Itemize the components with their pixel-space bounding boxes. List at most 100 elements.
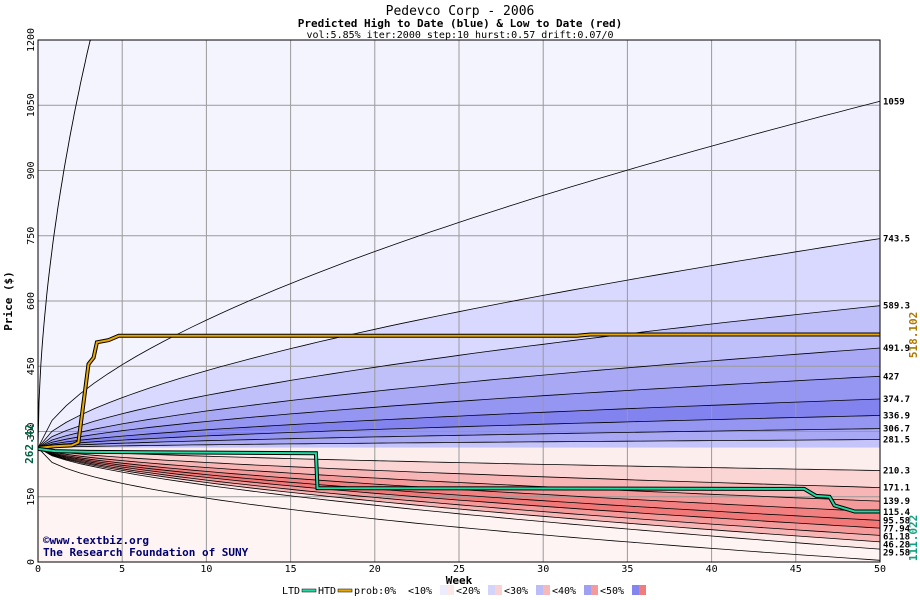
high-quantile-label-4: 427 [883, 372, 899, 382]
high-quantile-label-2: 589.3 [883, 302, 910, 312]
band-outer-low [38, 447, 880, 562]
plot-frame [37, 39, 881, 563]
curve-quantile-4 [37, 375, 881, 449]
htd-line [37, 333, 880, 449]
x-tick-2: 10 [200, 564, 212, 575]
low-quantile-label-3: 115.4 [883, 508, 911, 518]
x-tick-3: 15 [285, 564, 297, 575]
legend-item-3: <40% [552, 586, 576, 597]
legend-swatch-blue-2 [536, 585, 543, 595]
y-tick-8: 1200 [26, 28, 37, 52]
legend-prob-label: prob:0% [354, 586, 396, 597]
curve-quantile-14 [37, 447, 881, 529]
x-axis-label: Week [446, 574, 473, 587]
legend-swatch-blank [396, 585, 406, 595]
curve-quantile-2 [37, 305, 881, 449]
quantile-end-labels: 1059 743.5 589.3 491.9 427 374.7 336.9 306.7281… [883, 97, 911, 558]
y-tick-4: 600 [26, 292, 37, 310]
curve-quantile-13 [37, 447, 881, 521]
low-quantile-label-6: 61.18 [883, 532, 910, 542]
band-outer-high [38, 40, 880, 448]
low-quantile-label-8: 29.58 [883, 548, 910, 558]
x-tick-labels: 0 5 10 15 20 25 30 35 40 45 50 [35, 564, 886, 575]
curve-quantile-9 [37, 447, 881, 471]
band-low-4 [38, 447, 880, 521]
chart-params: vol:5.85% iter:2000 step:10 hurst:0.57 d… [306, 30, 613, 41]
curve-quantile-10 [37, 447, 881, 488]
x-tick-6: 30 [537, 564, 549, 575]
chart-subtitle: Predicted High to Date (blue) & Low to D… [298, 17, 623, 30]
legend-swatch-red-2 [543, 585, 550, 595]
x-tick-8: 40 [706, 564, 718, 575]
low-quantile-label-5: 77.94 [883, 524, 911, 534]
legend-ltd-swatch [301, 588, 317, 593]
curve-quantile-5 [37, 398, 881, 449]
ltd-line [37, 447, 880, 513]
y-tick-6: 900 [26, 161, 37, 179]
curve-quantile-11 [37, 447, 881, 502]
x-tick-10: 50 [874, 564, 886, 575]
high-quantile-label-0: 1059 [883, 97, 905, 107]
y-axis-label: Price ($) [2, 271, 15, 331]
curve-quantile-6 [37, 415, 881, 449]
legend-swatch-blue-0 [440, 585, 447, 595]
x-tick-0: 0 [35, 564, 41, 575]
legend-swatch-blue-3 [584, 585, 591, 595]
curve-quantile-17 [37, 447, 881, 550]
legend: LTD HTD prob:0% <10% <20% <30% <40% <50% [282, 585, 646, 597]
low-quantile-label-4: 95.58 [883, 516, 910, 526]
legend-swatch-red-1 [495, 585, 502, 595]
credit-organization: The Research Foundation of SUNY [43, 546, 249, 559]
low-quantile-label-2: 139.9 [883, 497, 910, 507]
x-tick-9: 45 [790, 564, 802, 575]
curve-extreme-high [37, 39, 97, 448]
curve-quantile-16 [37, 447, 881, 543]
high-quantile-label-3: 491.9 [883, 344, 910, 354]
ltd-final-label: 111.022 [907, 515, 920, 561]
chart-title: Pedevco Corp - 2006 [386, 4, 535, 19]
curve-quantile-7 [37, 428, 881, 449]
legend-item-1: <20% [456, 586, 480, 597]
high-quantile-label-8: 281.5 [883, 436, 910, 446]
low-quantile-label-7: 46.28 [883, 540, 910, 550]
htd-final-label: 518.102 [907, 312, 920, 358]
legend-swatch-blue-1 [488, 585, 495, 595]
low-quantile-label-0: 210.3 [883, 467, 910, 477]
high-quantile-label-6: 336.9 [883, 411, 910, 421]
legend-item-0: <10% [408, 586, 432, 597]
high-quantile-label-1: 743.5 [883, 235, 910, 245]
start-price-label: 262.42 [23, 424, 36, 464]
y-tick-7: 1050 [26, 93, 37, 117]
y-tick-3: 450 [26, 357, 37, 375]
high-quantile-label-5: 374.7 [883, 395, 910, 405]
legend-swatch-red-4 [639, 585, 646, 595]
legend-swatch-blue-4 [632, 585, 639, 595]
legend-item-2: <30% [504, 586, 528, 597]
curve-extreme-low [37, 447, 881, 561]
legend-ltd-label: LTD [282, 586, 300, 597]
series-lines [37, 332, 880, 514]
credit-website: ©www.textbiz.org [43, 534, 149, 547]
y-tick-labels: 0 150 300 450 600 750 900 1050 1200 [26, 28, 37, 565]
x-tick-1: 5 [119, 564, 125, 575]
x-tick-5: 25 [453, 564, 465, 575]
y-tick-5: 750 [26, 227, 37, 245]
band-low-3 [38, 447, 880, 512]
x-tick-4: 20 [369, 564, 381, 575]
high-quantile-label-7: 306.7 [883, 425, 910, 435]
legend-htd-swatch [337, 588, 353, 593]
y-tick-0: 0 [26, 559, 37, 565]
curve-quantile-8 [37, 439, 881, 449]
legend-swatch-red-3 [591, 585, 598, 595]
y-tick-1: 150 [26, 488, 37, 506]
x-tick-7: 35 [621, 564, 633, 575]
curve-quantile-3 [37, 347, 881, 449]
legend-item-4: <50% [600, 586, 624, 597]
y-tick-2: 300 [26, 422, 37, 440]
curve-quantile-15 [37, 447, 881, 536]
legend-htd-label: HTD [318, 586, 336, 597]
legend-swatch-red-0 [447, 585, 454, 595]
curve-quantile-1 [37, 238, 881, 449]
low-quantile-label-1: 171.1 [883, 484, 910, 494]
